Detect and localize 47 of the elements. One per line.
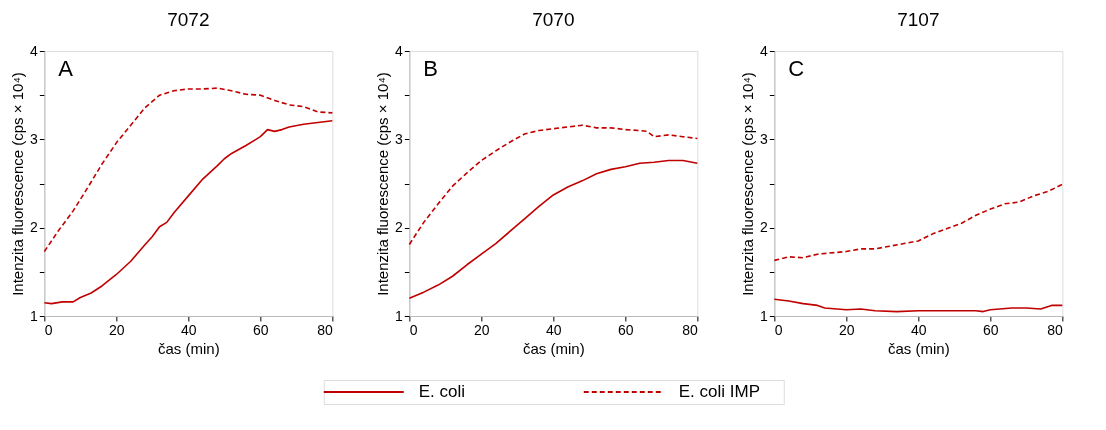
x-axis-title: čas (min) — [523, 339, 585, 357]
chart-title: 7107 — [897, 9, 940, 30]
y-tick-label: 4 — [30, 42, 39, 59]
x-tick-label: 0 — [774, 321, 783, 338]
y-tick-label: 3 — [395, 130, 404, 147]
line-series — [43, 119, 334, 305]
annotation: A — [58, 56, 74, 81]
line-series — [408, 159, 699, 300]
y-tick-label: 4 — [760, 42, 769, 59]
x-tick-label: 20 — [474, 321, 490, 338]
x-tick-label: 40 — [911, 321, 927, 338]
y-axis-title: Intenzita fluorescence (cps × 10⁴) — [374, 72, 392, 296]
y-tick-label: 3 — [760, 130, 769, 147]
x-tick-label: 60 — [253, 321, 269, 338]
line-series — [773, 183, 1064, 262]
x-tick-label: 20 — [839, 321, 855, 338]
legend-label: E. coli IMP — [678, 382, 760, 401]
line-series — [43, 87, 334, 253]
x-tick-label: 60 — [618, 321, 634, 338]
annotation: B — [423, 56, 439, 81]
chart-title: 7072 — [167, 9, 210, 30]
y-axis-title: Intenzita fluorescence (cps × 10⁴) — [739, 72, 757, 296]
line-series — [773, 298, 1064, 313]
y-tick-label: 1 — [760, 307, 769, 324]
x-tick-label: 40 — [181, 321, 197, 338]
x-tick-label: 0 — [44, 321, 53, 338]
x-axis-title: čas (min) — [888, 339, 950, 357]
chart-title: 7070 — [532, 9, 575, 30]
x-tick-label: 40 — [546, 321, 562, 338]
x-tick-label: 80 — [317, 321, 334, 338]
y-axis-title: Intenzita fluorescence (cps × 10⁴) — [9, 72, 27, 296]
x-tick-label: 0 — [409, 321, 418, 338]
x-axis-title: čas (min) — [158, 339, 220, 357]
y-tick-label: 3 — [30, 130, 39, 147]
legend-label: E. coli — [418, 382, 466, 401]
x-tick-label: 80 — [1047, 321, 1064, 338]
x-tick-label: 60 — [983, 321, 999, 338]
x-tick-label: 20 — [109, 321, 125, 338]
y-tick-label: 2 — [30, 219, 39, 236]
y-tick-label: 4 — [395, 42, 404, 59]
y-tick-label: 2 — [760, 219, 769, 236]
x-tick-label: 80 — [682, 321, 699, 338]
y-tick-label: 1 — [30, 307, 39, 324]
y-tick-label: 1 — [395, 307, 404, 324]
annotation: C — [788, 56, 805, 81]
line-series — [408, 124, 699, 246]
y-tick-label: 2 — [395, 219, 404, 236]
